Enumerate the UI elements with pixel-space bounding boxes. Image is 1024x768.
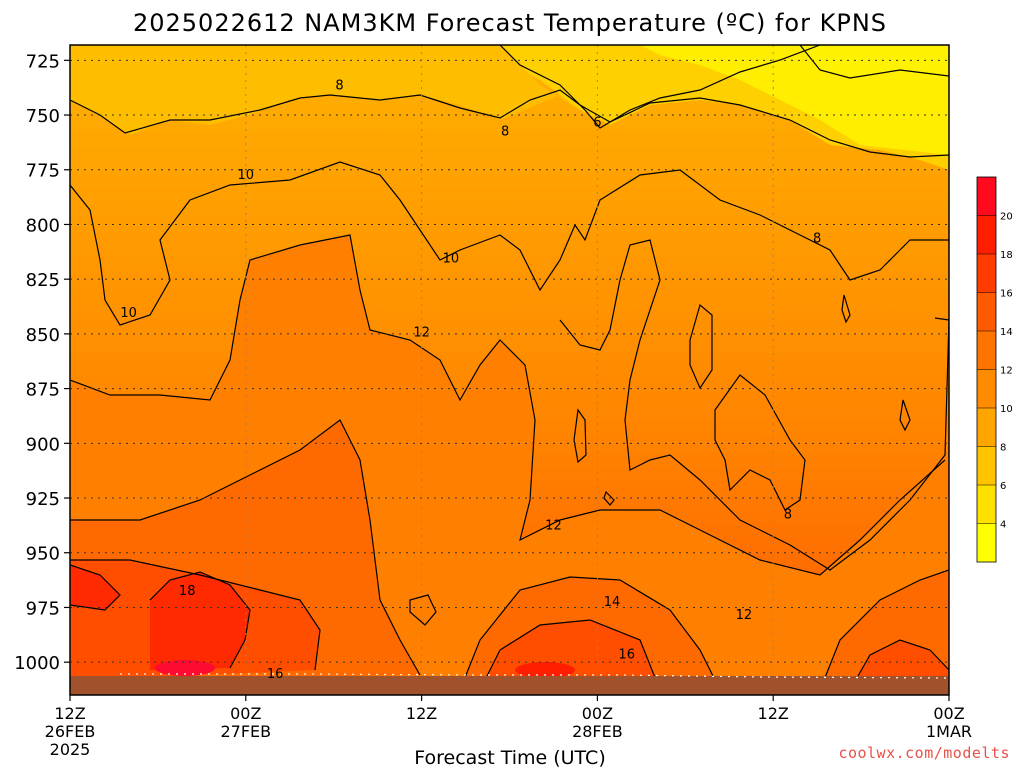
colorbar-label: 12 [1000, 366, 1013, 377]
contour-label: 8 [813, 232, 821, 247]
contour-labels: 8 6 8 10 8 10 10 12 12 8 18 14 12 16 16 [120, 78, 821, 682]
x-tick-label: 12Z [54, 704, 85, 723]
colorbar-label: 16 [1000, 289, 1013, 300]
contour-label: 8 [501, 124, 509, 139]
x-tick-label: 2025 [50, 740, 91, 759]
contour-label: 10 [120, 306, 137, 321]
contour-label: 10 [443, 251, 460, 266]
contour-small-island-2 [603, 490, 615, 506]
contour-small-island [573, 408, 587, 464]
colorbar-label: 18 [1000, 250, 1013, 261]
colorbar-label: 4 [1000, 520, 1006, 531]
region-18c-core [150, 572, 250, 670]
colorbar-label: 8 [1000, 443, 1006, 454]
y-tick-label: 775 [26, 161, 60, 182]
ground-surface [70, 676, 949, 695]
contour-14c-mid [459, 576, 721, 691]
y-tick-label: 850 [26, 325, 60, 346]
contour-label: 16 [618, 647, 635, 662]
colorbar-swatch [977, 485, 996, 524]
contour-16c [70, 559, 321, 671]
y-tick-label: 1000 [14, 653, 60, 674]
contour-label: 18 [179, 584, 196, 599]
colorbar-swatch [977, 331, 996, 370]
contour-16c-mid [479, 619, 661, 691]
y-tick-label: 975 [26, 598, 60, 619]
y-tick-label: 800 [26, 215, 60, 236]
contour-18c-core [149, 571, 251, 669]
colorbar-swatch [977, 446, 996, 485]
colorbar-label: 10 [1000, 404, 1013, 415]
x-tick-label: 00Z [933, 704, 964, 723]
contour-small-island-5 [899, 399, 911, 432]
x-tick-label: 27FEB [220, 722, 271, 741]
y-tick-label: 900 [26, 434, 60, 455]
colorbar-swatch [977, 369, 996, 408]
contour-small-island-3 [409, 594, 437, 626]
contour-label: 10 [238, 168, 255, 183]
contour-label: 8 [335, 78, 343, 93]
colorbar-legend: 4 6 8 10 12 14 16 18 20 [976, 176, 1013, 563]
colorbar-swatch [977, 523, 996, 562]
contour-small-island-4 [841, 294, 851, 324]
colorbar-label: 20 [1000, 212, 1013, 223]
colorbar-swatch [977, 177, 996, 216]
contour-label: 8 [784, 507, 792, 522]
colorbar-label: 6 [1000, 481, 1006, 492]
contour-label: 6 [593, 116, 601, 131]
y-axis: 725 750 775 800 825 850 875 900 925 950 975 1000 [14, 51, 70, 674]
x-tick-label: 1MAR [926, 722, 972, 741]
y-tick-label: 825 [26, 270, 60, 291]
y-tick-label: 875 [26, 380, 60, 401]
contour-label: 16 [267, 667, 284, 682]
x-tick-label: 12Z [758, 704, 789, 723]
credit-text: coolwx.com/modelts [838, 744, 1010, 762]
contour-8c-island [714, 374, 806, 511]
contour-8c [70, 89, 949, 158]
x-tick-label: 00Z [582, 704, 613, 723]
contour-lines [70, 45, 949, 691]
x-axis-label: Forecast Time (UTC) [414, 747, 605, 768]
x-tick-label: 00Z [230, 704, 261, 723]
region-8c-upper-left [70, 45, 580, 135]
contour-4c [799, 45, 949, 79]
contour-12c [70, 234, 946, 576]
contour-6c [499, 45, 821, 129]
contour-14c [70, 419, 421, 676]
warm-core-spot [155, 660, 215, 676]
warm-core-spot-2 [515, 662, 575, 678]
colorbar-swatch [977, 215, 996, 254]
x-tick-label: 28FEB [572, 722, 623, 741]
contour-10c-right [559, 239, 949, 571]
y-tick-label: 750 [26, 106, 60, 127]
plot-frame [69, 44, 950, 696]
x-tick-label: 12Z [406, 704, 437, 723]
contour-10c-island [689, 303, 713, 390]
contour-14c-right [819, 569, 949, 691]
contour-16c-right [849, 639, 949, 691]
contour-10c [70, 161, 949, 326]
x-tick-label: 26FEB [45, 722, 96, 741]
contour-label: 12 [545, 518, 562, 533]
region-18c [70, 565, 120, 610]
contour-label: 14 [604, 595, 621, 610]
y-tick-label: 950 [26, 544, 60, 565]
contour-18c-left [70, 564, 121, 611]
colorbar-label: 14 [1000, 327, 1013, 338]
y-tick-label: 725 [26, 51, 60, 72]
y-tick-label: 925 [26, 489, 60, 510]
colorbar-swatch [977, 408, 996, 447]
colorbar-swatch [977, 254, 996, 293]
contour-label: 12 [413, 326, 430, 341]
chart-title: 2025022612 NAM3KM Forecast Temperature (… [133, 9, 887, 37]
contour-label: 12 [736, 608, 753, 623]
colorbar-swatch [977, 292, 996, 331]
